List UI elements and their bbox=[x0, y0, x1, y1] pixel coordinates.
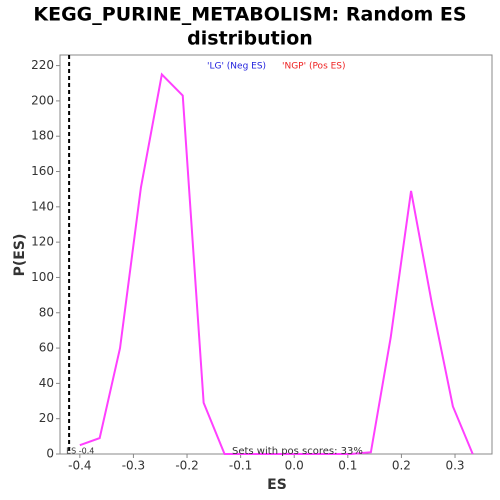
data-line bbox=[79, 72, 474, 455]
y-tick-label: 60 bbox=[39, 341, 54, 355]
y-tick-label: 120 bbox=[31, 235, 54, 249]
x-tick-label: -0.2 bbox=[175, 459, 198, 473]
y-axis-label: P(ES) bbox=[12, 234, 28, 277]
y-tick-label: 80 bbox=[39, 305, 54, 319]
x-tick-label: 0.0 bbox=[285, 459, 304, 473]
es-line-label: ES -0.4 bbox=[66, 447, 94, 456]
chart-title: KEGG_PURINE_METABOLISM: Random ES bbox=[33, 4, 466, 26]
y-tick-label: 20 bbox=[39, 411, 54, 425]
y-tick-label: 200 bbox=[31, 93, 54, 107]
x-tick-label: 0.3 bbox=[445, 459, 464, 473]
y-tick-label: 140 bbox=[31, 199, 54, 213]
x-tick-label: -0.1 bbox=[229, 459, 252, 473]
y-tick-label: 220 bbox=[31, 58, 54, 72]
x-axis-label: ES bbox=[267, 477, 287, 493]
annotation: 'LG' (Neg ES) bbox=[207, 62, 266, 72]
x-tick-label: -0.3 bbox=[122, 459, 145, 473]
y-tick-label: 180 bbox=[31, 129, 54, 143]
annotation: Sets with pos scores: 33% bbox=[232, 446, 363, 457]
chart-title: distribution bbox=[187, 28, 313, 50]
y-tick-label: 100 bbox=[31, 270, 54, 284]
x-tick-label: 0.1 bbox=[338, 459, 357, 473]
x-tick-label: -0.4 bbox=[68, 459, 91, 473]
annotation: 'NGP' (Pos ES) bbox=[282, 62, 346, 72]
y-tick-label: 160 bbox=[31, 164, 54, 178]
x-tick-label: 0.2 bbox=[392, 459, 411, 473]
y-tick-label: 40 bbox=[39, 376, 54, 390]
y-tick-label: 0 bbox=[46, 447, 54, 461]
plot-area bbox=[59, 54, 493, 455]
